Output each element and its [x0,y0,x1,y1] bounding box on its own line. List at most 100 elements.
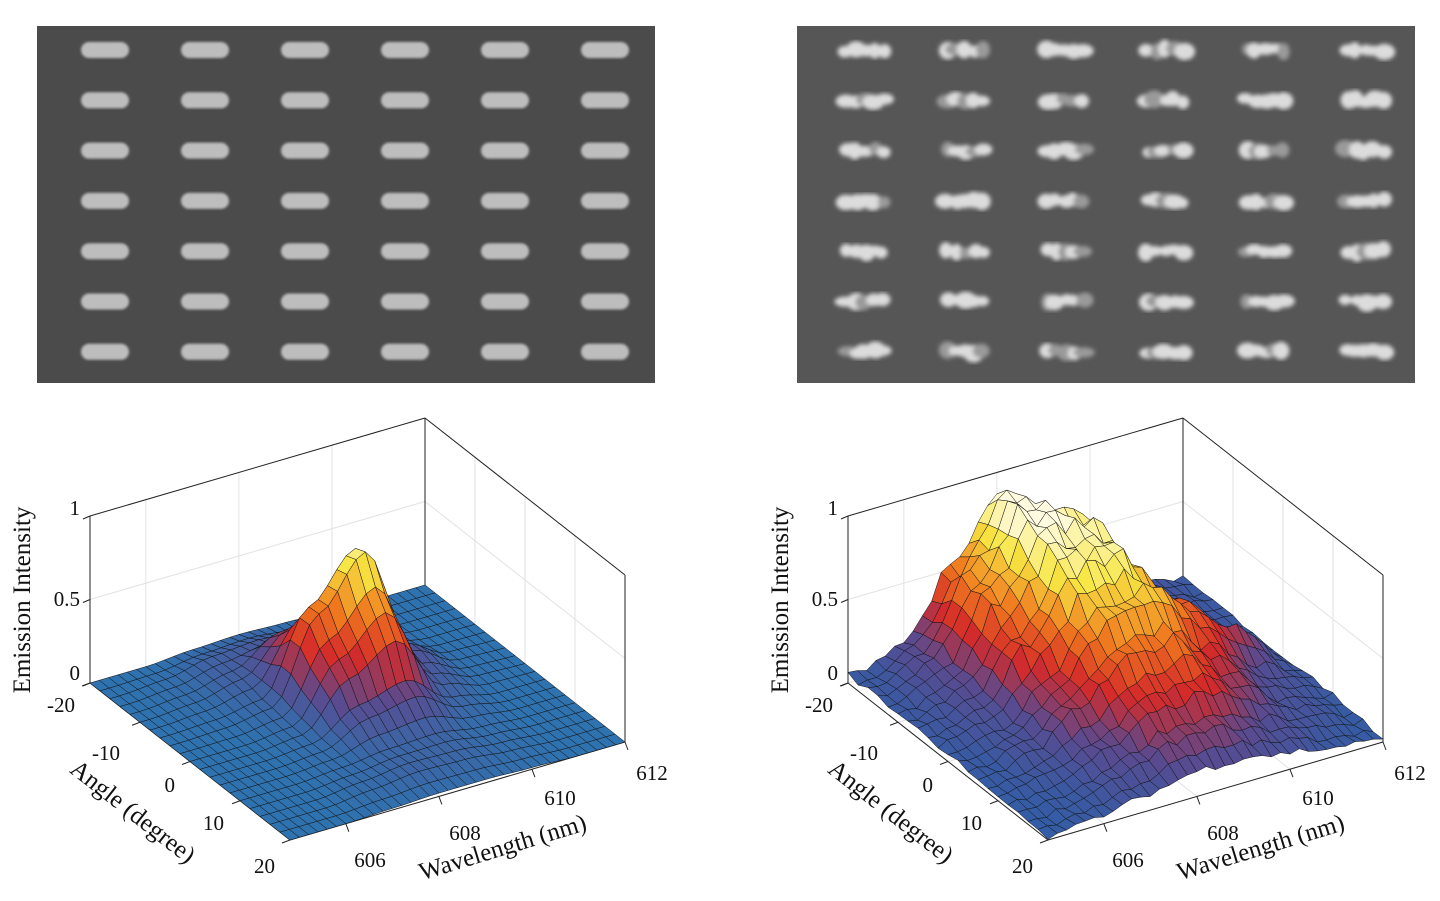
nanoparticle [1240,294,1295,311]
nanoparticle [1241,42,1290,61]
z-tick [840,682,849,687]
wavelength-tick [1103,823,1108,832]
particle-fragment [972,343,990,359]
z-tick-label: 0 [828,661,839,685]
nanoparticle [481,192,529,209]
angle-tick [281,839,291,844]
particle-fragment [1374,293,1393,310]
wavelength-tick-label: 610 [544,786,576,810]
nanoparticle [1339,343,1395,361]
particle-fragment [874,246,888,259]
particle-fragment [1048,193,1062,207]
particle-fragment [874,292,891,307]
particle-fragment [976,41,990,59]
z-tick [840,599,849,603]
particle-fragment [1375,241,1391,258]
surface-cell [279,829,300,841]
surface-cell [1037,825,1058,840]
nanoparticle [281,293,329,310]
angle-tick-label: -20 [47,693,75,717]
particle-fragment [1165,91,1181,107]
particle-fragment [1375,91,1393,109]
nanoparticle [81,343,129,360]
particle-fragment [974,143,993,156]
particle-fragment [1074,94,1090,108]
particle-fragment [977,246,990,258]
particle-fragment [1373,43,1396,61]
surface-plot-left: 1 0.5 0 -20 -10 0 10 20 606 608 610 612 … [9,417,668,887]
nanoparticle [941,141,993,160]
wavelength-tick-label: 610 [1302,786,1334,810]
nanoparticle [1236,341,1290,360]
nanoparticle [1237,243,1293,258]
nanoparticle [481,92,529,109]
wavelength-tick [1382,741,1387,751]
particle-fragment [1175,345,1193,361]
particle-fragment [1174,42,1196,61]
particle-fragment [1376,191,1392,207]
nanoparticle [1238,141,1290,160]
wavelength-axis-title: Wavelength (nm) [416,810,590,887]
angle-axis-title: Angle (degree) [823,755,958,869]
wavelength-tick [531,769,536,778]
particle-fragment [1154,144,1172,157]
particle-fragment [1272,341,1290,360]
z-tick-label: 1 [828,496,839,520]
particle-fragment [1240,294,1253,309]
particle-fragment [1067,294,1080,306]
nanoparticle [1142,142,1194,159]
z-tick [82,682,91,687]
nanoparticle [81,293,129,310]
nanoparticle [1140,192,1189,210]
nanoparticle [837,341,892,360]
sem-background [37,26,655,383]
particle-fragment [1173,142,1194,159]
nanoparticle [381,243,429,260]
box-edge [424,417,626,576]
sem-image-left [37,26,655,383]
particle-fragment [1076,292,1094,308]
particle-fragment [1074,143,1095,155]
particle-fragment [863,194,882,211]
angle-tick-label: 0 [165,773,176,797]
angle-tick [989,800,999,805]
nanoparticle [1037,93,1090,110]
nanoparticle [181,243,229,260]
nanoparticle [481,42,529,58]
nanoparticle [281,92,329,109]
particle-fragment [1175,197,1189,209]
nanoparticle [939,242,990,261]
z-axis-title: Emission Intensity [767,506,794,693]
nanoparticle [281,142,329,159]
particle-fragment [873,345,892,356]
nanoparticle [581,293,629,310]
angle-tick [889,721,899,726]
particle-fragment [868,43,882,59]
wavelength-tick-label: 612 [636,761,668,785]
nanoparticle [81,192,129,209]
particle-fragment [876,146,891,159]
particle-fragment [939,242,953,259]
z-tick [82,599,91,603]
angle-tick-label: 20 [254,854,275,878]
angle-axis-title: Angle (degree) [65,755,200,869]
angle-tick-labels: -20 -10 0 10 20 [47,693,275,878]
particle-fragment [1144,90,1165,109]
particle-fragment [877,196,891,209]
wavelength-tick [438,796,443,805]
wavelength-tick [345,823,350,832]
sem-background [797,26,1415,383]
nanoparticle [381,42,429,58]
nanoparticle [1139,343,1193,361]
particle-fragment [1274,244,1293,258]
particle-fragment [973,95,991,107]
particle-fragment [1375,344,1395,361]
nanoparticle [1139,293,1194,311]
particle-fragment [1073,245,1093,257]
angle-tick-label: 20 [1012,854,1033,878]
nanoparticle [1340,241,1391,262]
particle-fragment [1045,294,1064,311]
particle-fragment [956,40,972,59]
z-tick-labels: 1 0.5 0 [812,496,838,685]
